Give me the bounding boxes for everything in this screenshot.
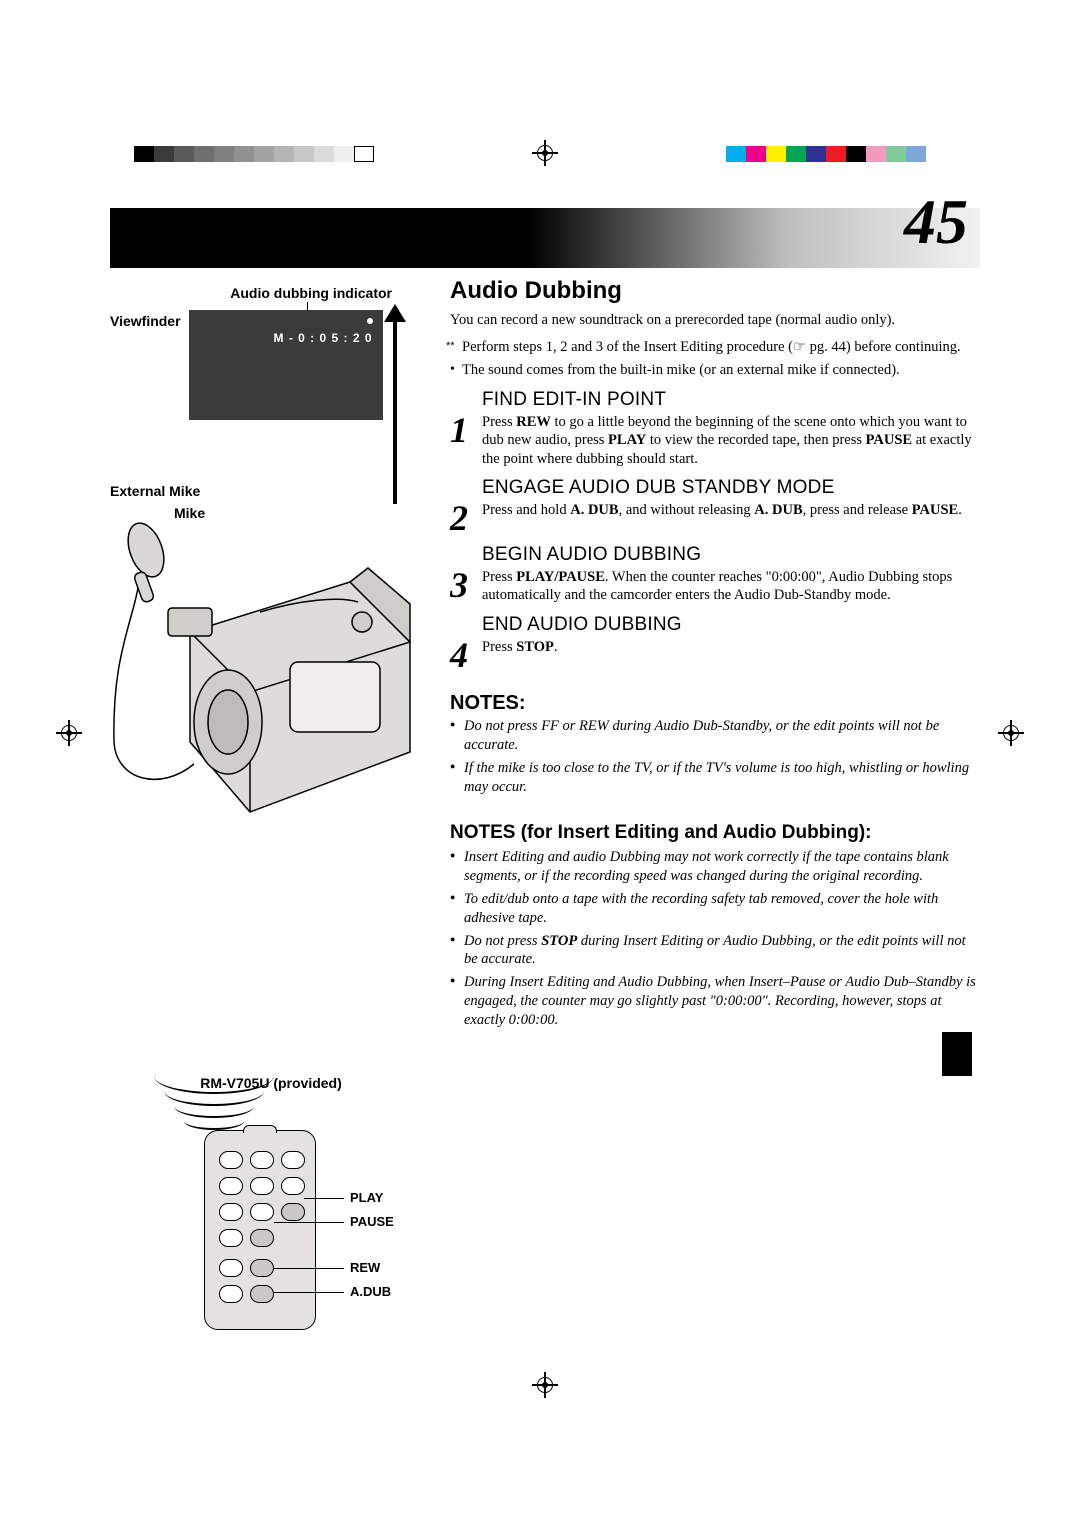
color-swatch [746,146,766,162]
step: 3 BEGIN AUDIO DUBBING Press PLAY/PAUSE. … [450,545,980,605]
note-item: Insert Editing and audio Dubbing may not… [464,848,980,886]
grayscale-swatch [334,146,354,162]
registration-mark-left [56,720,82,746]
color-swatch [906,146,926,162]
step-number: 1 [450,414,476,469]
step-heading: END AUDIO DUBBING [482,615,980,636]
grayscale-swatch [294,146,314,162]
viewfinder-screen: M - 0 : 0 5 : 2 0 [189,310,383,420]
step: 4 END AUDIO DUBBING Press STOP. [450,615,980,671]
color-swatch [846,146,866,162]
color-swatch [786,146,806,162]
color-swatch [866,146,886,162]
color-swatch [766,146,786,162]
remote-adub-button [250,1285,274,1303]
intro-text: You can record a new soundtrack on a pre… [450,311,980,330]
remote-rew-button [250,1259,274,1277]
grayscale-swatch [274,146,294,162]
registration-mark-bottom [532,1372,558,1398]
remote-play-button [281,1203,305,1221]
color-swatch [726,146,746,162]
grayscale-swatch [134,146,154,162]
registration-bar [110,140,980,168]
grayscale-swatch [254,146,274,162]
remote-pause-label: PAUSE [350,1215,394,1228]
notes2-heading: NOTES (for Insert Editing and Audio Dubb… [450,822,980,844]
camcorder-illustration [110,512,432,842]
remote-illustration: PLAY PAUSE REW A.DUB RM-V705U (provided) [110,1076,432,1356]
notes-heading: NOTES: [450,693,980,713]
header-bar: 45 [110,208,980,268]
grayscale-swatch [214,146,234,162]
grayscale-swatch [174,146,194,162]
grayscale-swatch [194,146,214,162]
color-swatch [826,146,846,162]
step-heading: BEGIN AUDIO DUBBING [482,545,980,566]
color-swatch [806,146,826,162]
note-item: Do not press FF or REW during Audio Dub-… [464,717,980,755]
remote-adub-label: A.DUB [350,1285,391,1298]
step: 2 ENGAGE AUDIO DUB STANDBY MODE Press an… [450,478,980,534]
step-text: Press STOP. [482,638,980,657]
note-item: If the mike is too close to the TV, or i… [464,759,980,797]
note-item: Do not press STOP during Insert Editing … [464,932,980,970]
note-item: To edit/dub onto a tape with the recordi… [464,890,980,928]
registration-mark-right [998,720,1024,746]
step: 1 FIND EDIT-IN POINT Press REW to go a l… [450,390,980,469]
remote-play-label: PLAY [350,1191,383,1204]
step-number: 2 [450,502,476,534]
viewfinder-counter: M - 0 : 0 5 : 2 0 [274,332,373,344]
registration-mark-top [532,140,558,166]
grayscale-swatch [314,146,334,162]
remote-rew-label: REW [350,1261,380,1274]
step-text: Press REW to go a little beyond the begi… [482,413,980,469]
viewfinder-label: Viewfinder [110,310,181,328]
note-item: During Insert Editing and Audio Dubbing,… [464,973,980,1030]
external-mike-label: External Mike [110,484,432,498]
step-text: Press and hold A. DUB, and without relea… [482,501,980,520]
color-swatch [886,146,906,162]
audio-dubbing-indicator-label: Audio dubbing indicator [110,286,432,300]
remote-body [204,1130,316,1330]
page-number: 45 [904,190,968,254]
grayscale-swatch [354,146,374,162]
remote-pause-button [250,1229,274,1247]
pre-note-2: The sound comes from the built-in mike (… [462,361,980,380]
signal-arrow [388,304,402,504]
step-number: 3 [450,569,476,605]
step-heading: FIND EDIT-IN POINT [482,390,980,411]
step-text: Press PLAY/PAUSE. When the counter reach… [482,568,980,605]
section-title: Audio Dubbing [450,278,980,303]
step-number: 4 [450,639,476,671]
grayscale-swatch [234,146,254,162]
step-heading: ENGAGE AUDIO DUB STANDBY MODE [482,478,980,499]
pre-note-1: Perform steps 1, 2 and 3 of the Insert E… [462,338,980,357]
grayscale-swatch [154,146,174,162]
